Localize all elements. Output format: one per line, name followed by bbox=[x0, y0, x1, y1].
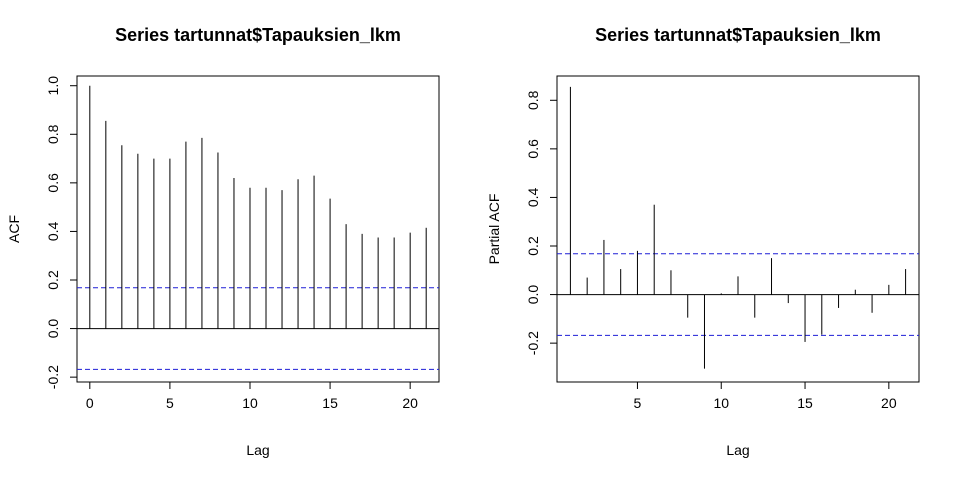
pacf-x-tick-label: 5 bbox=[634, 395, 642, 411]
acf-x-tick-label: 15 bbox=[322, 395, 338, 411]
acf-panel: Series tartunnat$Tapauksien_lkm Lag ACF … bbox=[6, 25, 440, 458]
acf-y-tick-label: 0.6 bbox=[45, 173, 61, 193]
acf-y-tick-label: -0.2 bbox=[45, 365, 61, 389]
pacf-y-tick-label: 0.0 bbox=[525, 285, 541, 305]
acf-x-axis-label: Lag bbox=[246, 442, 269, 458]
pacf-x-tick-label: 20 bbox=[881, 395, 897, 411]
pacf-plot-frame bbox=[556, 75, 920, 383]
acf-title: Series tartunnat$Tapauksien_lkm bbox=[115, 25, 401, 45]
pacf-y-axis-label: Partial ACF bbox=[486, 194, 502, 265]
pacf-y-tick-label: 0.6 bbox=[525, 139, 541, 159]
acf-x-tick-label: 20 bbox=[402, 395, 418, 411]
pacf-y-tick-label: -0.2 bbox=[525, 331, 541, 355]
pacf-x-axis-label: Lag bbox=[726, 442, 749, 458]
acf-marks: 0 5 10 15 20 -0.2 0.0 0.2 0.4 0.6 0.8 1.0 bbox=[45, 76, 439, 411]
pacf-marks: 5 10 15 20 -0.2 0.0 0.2 0.4 0.6 0.8 bbox=[525, 86, 919, 411]
acf-y-tick-label: 0.2 bbox=[45, 270, 61, 290]
acf-x-tick-label: 5 bbox=[166, 395, 174, 411]
pacf-y-tick-label: 0.4 bbox=[525, 187, 541, 207]
pacf-title: Series tartunnat$Tapauksien_lkm bbox=[595, 25, 881, 45]
pacf-x-tick-label: 15 bbox=[797, 395, 813, 411]
acf-x-tick-label: 10 bbox=[242, 395, 258, 411]
pacf-y-tick-label: 0.8 bbox=[525, 90, 541, 110]
acf-y-tick-label: 0.0 bbox=[45, 319, 61, 339]
acf-y-tick-label: 1.0 bbox=[45, 76, 61, 96]
acf-x-tick-label: 0 bbox=[86, 395, 94, 411]
pacf-panel: Series tartunnat$Tapauksien_lkm Lag Part… bbox=[486, 25, 920, 458]
pacf-x-tick-label: 10 bbox=[713, 395, 729, 411]
acf-y-tick-label: 0.8 bbox=[45, 124, 61, 144]
pacf-y-tick-label: 0.2 bbox=[525, 236, 541, 256]
acf-y-tick-label: 0.4 bbox=[45, 221, 61, 241]
acf-plot-frame bbox=[76, 75, 440, 383]
acf-y-axis-label: ACF bbox=[6, 215, 22, 243]
